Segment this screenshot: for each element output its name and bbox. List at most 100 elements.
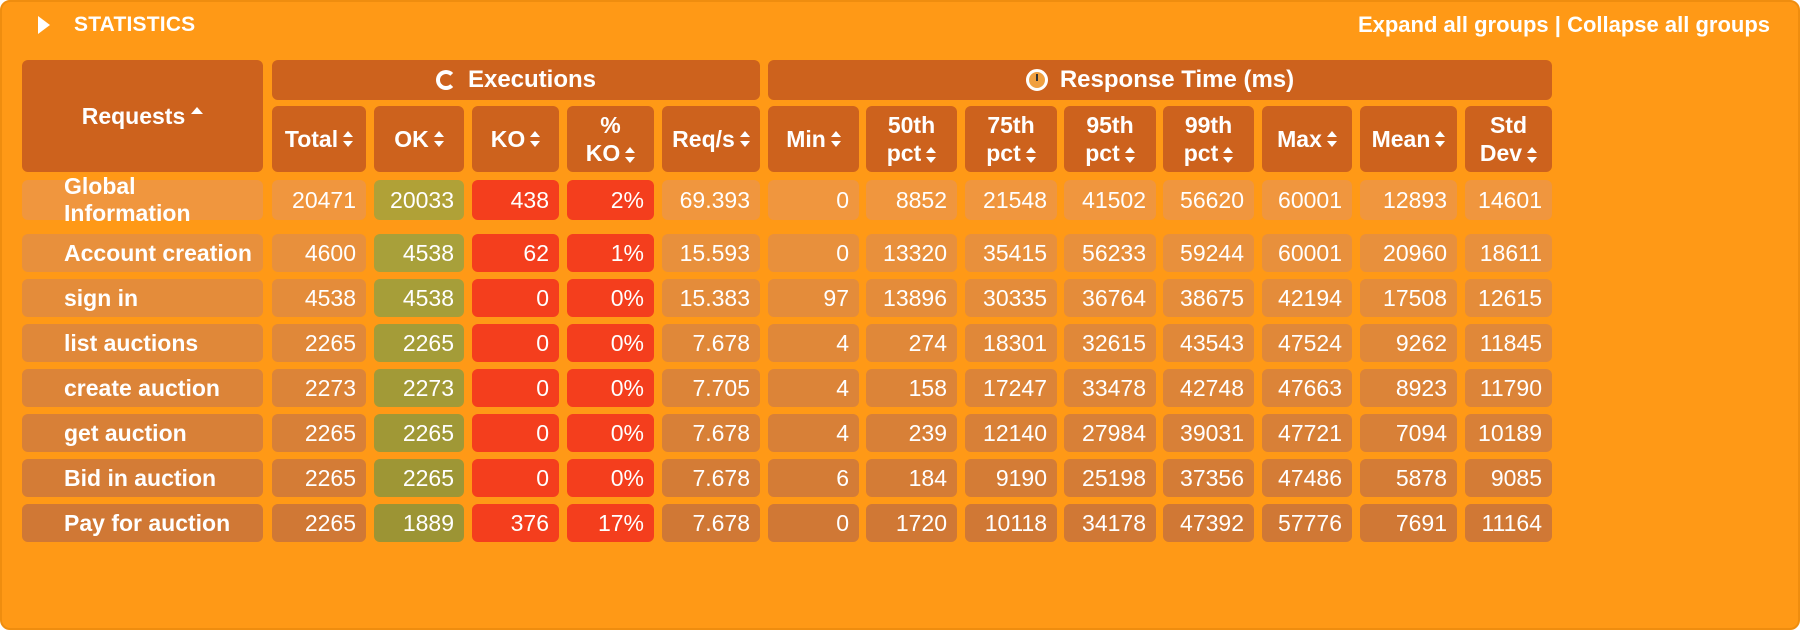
ok-header-label: OK xyxy=(394,126,429,152)
request-row-4-ko-cell: 0 xyxy=(472,414,559,452)
column-header-p75[interactable]: 75th pct xyxy=(965,106,1057,172)
request-row-3-name-cell: create auction xyxy=(22,369,263,407)
request-row-5-pct-ko-cell: 0% xyxy=(567,459,654,497)
ko-header-label: KO xyxy=(490,126,526,152)
request-row-1-min-cell: 97 xyxy=(768,279,859,317)
p99-header-label-line1: 99th xyxy=(1184,112,1233,138)
statistics-table: Requests Executions Response Time (ms) T… xyxy=(22,60,1786,626)
column-header-pct-ko[interactable]: % KO xyxy=(567,106,654,172)
request-row-1-max-cell: 42194 xyxy=(1262,279,1352,317)
request-row-1-pct-ko-cell: 0% xyxy=(567,279,654,317)
request-row-6-max-cell: 57776 xyxy=(1262,504,1352,542)
request-row-6-ko-cell: 376 xyxy=(472,504,559,542)
request-row-5-mean-cell: 5878 xyxy=(1360,459,1457,497)
request-row-4-p95-cell: 27984 xyxy=(1064,414,1156,452)
request-row-1-std-dev-cell: 12615 xyxy=(1465,279,1552,317)
request-row-2-p99-cell: 43543 xyxy=(1163,324,1254,362)
sort-icon xyxy=(1124,146,1135,163)
clock-icon xyxy=(1025,69,1048,91)
request-row-3-total-cell: 2273 xyxy=(272,369,366,407)
collapse-all-groups-link[interactable]: Collapse all groups xyxy=(1567,12,1770,37)
request-row-6-pct-ko-cell: 17% xyxy=(567,504,654,542)
request-row-2-pct-ko-cell: 0% xyxy=(567,324,654,362)
request-row-4-min-cell: 4 xyxy=(768,414,859,452)
request-row-0-name-cell: Account creation xyxy=(22,234,263,272)
request-row-3-p75-cell: 17247 xyxy=(965,369,1057,407)
global-information-ok-cell: 20033 xyxy=(374,180,464,220)
min-header-label: Min xyxy=(786,126,826,152)
sort-icon xyxy=(1025,146,1036,163)
group-header-executions: Executions xyxy=(272,60,760,100)
request-row-4-p50-cell: 239 xyxy=(866,414,957,452)
request-row-1-ko-cell: 0 xyxy=(472,279,559,317)
request-row-5-p50-cell: 184 xyxy=(866,459,957,497)
request-row-4-max-cell: 47721 xyxy=(1262,414,1352,452)
column-header-requests[interactable]: Requests xyxy=(22,60,263,172)
column-header-ok[interactable]: OK xyxy=(374,106,464,172)
p75-header-label-line2: pct xyxy=(986,140,1021,166)
column-header-p99[interactable]: 99th pct xyxy=(1163,106,1254,172)
request-row-2-mean-cell: 9262 xyxy=(1360,324,1457,362)
request-row-6-req-s-cell: 7.678 xyxy=(662,504,760,542)
p75-header-label-line1: 75th xyxy=(987,112,1035,138)
sort-icon xyxy=(343,131,354,147)
request-row-2-total-cell: 2265 xyxy=(272,324,366,362)
request-row-0-ok-cell: 4538 xyxy=(374,234,464,272)
global-information-name-cell: Global Information xyxy=(22,173,263,226)
column-header-max[interactable]: Max xyxy=(1262,106,1352,172)
p95-header-label-line2: pct xyxy=(1085,140,1120,166)
column-header-total[interactable]: Total xyxy=(272,106,366,172)
column-header-p95[interactable]: 95th pct xyxy=(1064,106,1156,172)
column-header-req-s[interactable]: Req/s xyxy=(662,106,760,172)
request-row-2-ok-cell: 2265 xyxy=(374,324,464,362)
request-row-3-ok-cell: 2273 xyxy=(374,369,464,407)
request-row-5-p75-cell: 9190 xyxy=(965,459,1057,497)
request-row-2-p95-cell: 32615 xyxy=(1064,324,1156,362)
column-header-min[interactable]: Min xyxy=(768,106,859,172)
request-row-4-pct-ko-cell: 0% xyxy=(567,414,654,452)
collapse-toggle-icon[interactable] xyxy=(38,16,50,34)
global-information-p95-cell: 41502 xyxy=(1064,180,1156,220)
request-row-0-max-cell: 60001 xyxy=(1262,234,1352,272)
request-row-0-min-cell: 0 xyxy=(768,234,859,272)
request-row-5-p99-cell: 37356 xyxy=(1163,459,1254,497)
request-row-0-ko-cell: 62 xyxy=(472,234,559,272)
request-row-1-name-cell: sign in xyxy=(22,279,263,317)
requests-header-label: Requests xyxy=(81,103,186,129)
sort-icon xyxy=(1527,146,1538,163)
p50-header-label-line2: pct xyxy=(886,140,922,166)
column-header-p50[interactable]: 50th pct xyxy=(866,106,957,172)
request-row-0-p95-cell: 56233 xyxy=(1064,234,1156,272)
global-information-pct-ko-cell: 2% xyxy=(567,180,654,220)
request-row-4-p75-cell: 12140 xyxy=(965,414,1057,452)
column-header-mean[interactable]: Mean xyxy=(1360,106,1457,172)
request-row-3-mean-cell: 8923 xyxy=(1360,369,1457,407)
sort-icon xyxy=(433,131,444,147)
request-row-2-max-cell: 47524 xyxy=(1262,324,1352,362)
sort-icon xyxy=(530,131,541,147)
request-row-2-req-s-cell: 7.678 xyxy=(662,324,760,362)
expand-all-groups-link[interactable]: Expand all groups xyxy=(1357,12,1549,37)
request-row-0-p50-cell: 13320 xyxy=(866,234,957,272)
req-s-header-label: Req/s xyxy=(672,126,735,152)
global-information-total-cell: 20471 xyxy=(272,180,366,220)
column-header-ko[interactable]: KO xyxy=(472,106,559,172)
request-row-1-p75-cell: 30335 xyxy=(965,279,1057,317)
request-row-6-std-dev-cell: 11164 xyxy=(1465,504,1552,542)
sort-ascending-icon xyxy=(191,106,204,114)
link-separator: | xyxy=(1554,12,1561,37)
request-row-5-max-cell: 47486 xyxy=(1262,459,1352,497)
column-header-std-dev[interactable]: Std Dev xyxy=(1465,106,1552,172)
sort-icon xyxy=(1223,146,1234,163)
request-row-2-p75-cell: 18301 xyxy=(965,324,1057,362)
request-row-0-p75-cell: 35415 xyxy=(965,234,1057,272)
max-header-label: Max xyxy=(1277,126,1322,152)
request-row-6-ok-cell: 1889 xyxy=(374,504,464,542)
request-row-4-ok-cell: 2265 xyxy=(374,414,464,452)
sort-icon xyxy=(1435,131,1446,147)
global-information-ko-cell: 438 xyxy=(472,180,559,220)
response-time-group-label: Response Time (ms) xyxy=(1059,66,1295,93)
request-row-4-std-dev-cell: 10189 xyxy=(1465,414,1552,452)
global-information-p75-cell: 21548 xyxy=(965,180,1057,220)
